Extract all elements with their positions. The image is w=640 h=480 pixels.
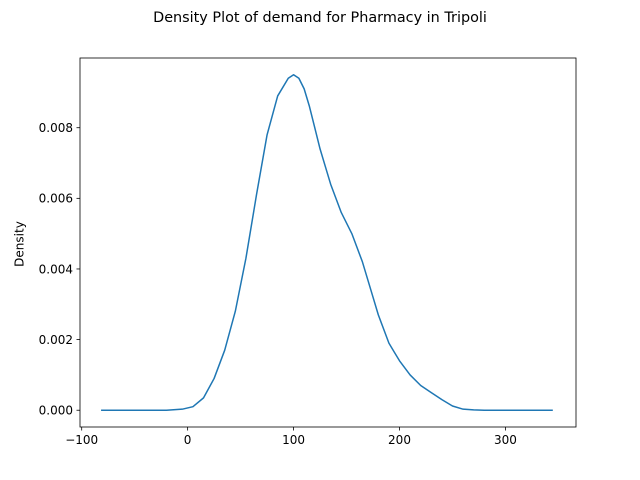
axes-layer: −100 0 100 200 300 0.000 0.002 0.004 0.006 0.008	[39, 57, 577, 447]
chart-title: Density Plot of demand for Pharmacy in T…	[153, 10, 487, 26]
x-tick-label: 100	[282, 433, 305, 447]
y-tick-label: 0.002	[39, 333, 73, 347]
y-tick-label: 0.004	[39, 262, 73, 276]
y-axis-label: Density	[13, 221, 27, 267]
x-tick-label: 0	[184, 433, 192, 447]
x-tick-label: 200	[388, 433, 411, 447]
y-tick-label: 0.008	[39, 121, 73, 135]
density-line	[101, 73, 553, 411]
y-tick-label: 0.006	[39, 192, 73, 206]
axes-frame	[79, 57, 577, 428]
y-tick-label: 0.000	[39, 404, 73, 418]
x-tick-label: −100	[65, 433, 98, 447]
x-tick-label: 300	[494, 433, 517, 447]
plot-layer	[101, 73, 553, 411]
